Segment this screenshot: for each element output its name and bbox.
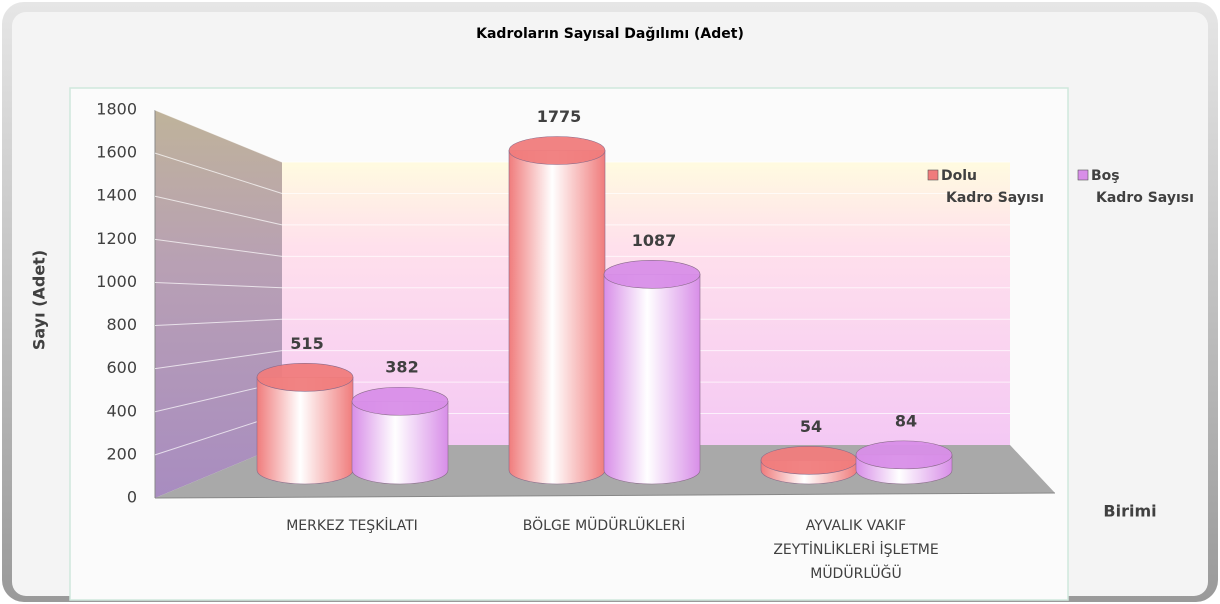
y-tick-label: 1400	[96, 186, 137, 205]
legend-swatch	[927, 169, 939, 181]
y-tick-label: 1600	[96, 143, 137, 162]
cylinder-body	[351, 400, 449, 485]
cylinder	[256, 362, 354, 485]
value-label: 515	[290, 334, 323, 353]
x-tick-label: BÖLGE MÜDÜRLÜKLERİ	[523, 516, 685, 534]
grid-line	[154, 350, 1010, 370]
cylinder-top	[256, 362, 354, 392]
y-axis-label: Sayı (Adet)	[30, 250, 49, 350]
value-label: 54	[800, 417, 822, 436]
value-label: 84	[895, 411, 917, 430]
y-tick-label: 1000	[96, 272, 137, 291]
cylinder-top	[760, 445, 858, 475]
side-wall	[155, 110, 282, 498]
y-tick-label: 600	[106, 358, 137, 377]
cylinder	[351, 386, 449, 485]
cylinder-top	[603, 260, 701, 289]
x-tick-label: MERKEZ TEŞKİLATI	[286, 516, 418, 534]
value-label: 1775	[537, 107, 582, 126]
grid-line	[154, 281, 1010, 289]
legend-swatch	[1077, 169, 1089, 181]
grid-line	[154, 318, 1010, 327]
y-tick-label: 200	[106, 444, 137, 463]
cylinder	[760, 445, 858, 485]
cylinder-body	[256, 377, 354, 485]
value-label: 382	[385, 358, 418, 377]
cylinder-top	[855, 440, 953, 470]
grid-line	[154, 195, 1010, 226]
y-tick-label: 400	[106, 401, 137, 420]
cylinder	[508, 136, 606, 485]
legend-label: Dolu Kadro Sayısı	[941, 168, 1044, 206]
cylinder	[603, 260, 701, 485]
y-tick-label: 0	[127, 488, 137, 507]
grid-line	[154, 152, 1010, 194]
x-axis-label: Birimi	[1103, 502, 1156, 521]
cylinder-body	[603, 274, 701, 485]
value-label: 1087	[632, 231, 677, 250]
cylinder	[855, 440, 953, 485]
cylinder-top	[508, 136, 606, 165]
legend-label: Boş Kadro Sayısı	[1091, 168, 1194, 206]
chart-title: Kadroların Sayısal Dağılımı (Adet)	[476, 26, 744, 42]
grid-line	[154, 238, 1010, 257]
y-tick-label: 1200	[96, 229, 137, 248]
y-tick-label: 800	[106, 315, 137, 334]
grid-line	[154, 109, 1010, 163]
x-tick-label: AYVALIK VAKIF ZEYTİNLİKLERİ İŞLETME MÜDÜRL…	[773, 518, 938, 582]
cylinder-body	[508, 150, 606, 485]
y-tick-label: 1800	[96, 100, 137, 119]
x-axis	[154, 492, 1056, 499]
cylinder-top	[351, 386, 449, 416]
